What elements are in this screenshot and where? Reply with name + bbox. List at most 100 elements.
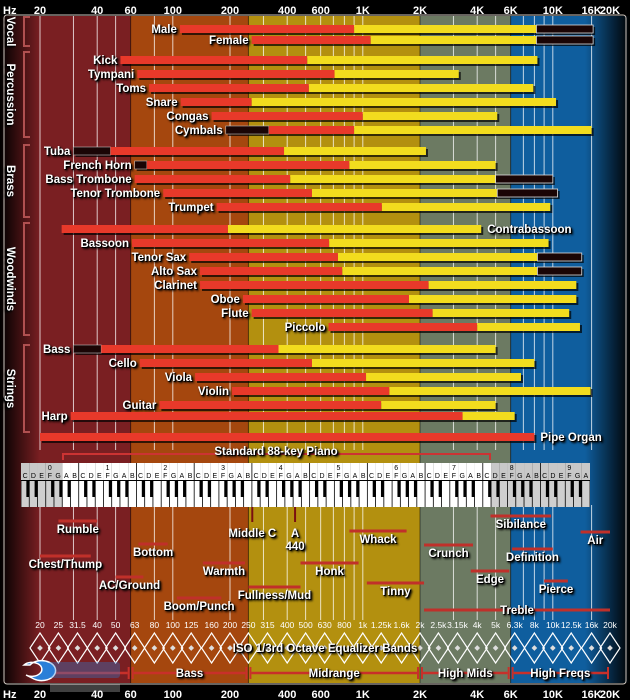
range-label: Bass	[176, 668, 204, 680]
watermark-plate	[48, 662, 120, 678]
piano-header-cell	[293, 463, 302, 480]
black-key	[265, 481, 272, 497]
watermark-logo	[22, 659, 120, 692]
piano-header-cell	[359, 463, 368, 480]
bar-harmonics	[349, 161, 496, 169]
bar-harmonics	[354, 25, 537, 33]
bar-harmonics	[342, 267, 538, 275]
descriptor-line	[366, 581, 425, 585]
piano-header-cell	[144, 463, 153, 480]
axis-tick-label: 10K	[543, 5, 563, 17]
axis-tick-label: 6K	[504, 689, 518, 700]
piano-header-cell	[449, 463, 459, 480]
eq-band-label: 63	[130, 620, 140, 630]
note-label: A	[179, 473, 184, 480]
eq-band-shape	[580, 631, 603, 665]
piano-header-cell	[309, 463, 318, 480]
instrument-row: Tenor Sax	[131, 252, 584, 264]
eq-band-node	[359, 645, 366, 651]
bar-fundamental	[179, 25, 355, 33]
bar-harmonics	[308, 84, 534, 92]
white-key	[549, 481, 557, 507]
note-label: F	[567, 473, 571, 480]
note-label: G	[55, 473, 60, 480]
piano-header-cell	[326, 463, 335, 480]
bar-harmonics	[311, 359, 535, 367]
descriptor-line	[580, 530, 610, 534]
bar-harmonics	[290, 175, 496, 183]
descriptor-line	[512, 547, 553, 551]
white-key	[310, 481, 318, 507]
eq-band-shape	[276, 631, 298, 665]
white-key	[343, 481, 351, 507]
white-key	[359, 481, 367, 507]
piano-header-cell	[350, 463, 360, 480]
eq-band-label: 800	[337, 620, 351, 630]
bar-extended-low	[134, 160, 148, 170]
bar-extended-low	[73, 344, 102, 354]
note-label: A	[468, 473, 473, 480]
black-key	[125, 481, 132, 497]
black-key	[438, 481, 445, 497]
axis-tick-label: 200	[221, 5, 239, 17]
instrument-row: Harp	[41, 411, 517, 423]
eq-band-shape	[542, 631, 564, 665]
instrument-label: Toms	[116, 83, 146, 95]
eq-band-node	[284, 645, 291, 651]
white-key	[318, 481, 326, 507]
descriptor-label: Rumble	[57, 524, 99, 536]
bar-harmonics	[329, 239, 549, 247]
piano-header-cell	[21, 463, 30, 480]
axis-tick-label: 600	[311, 689, 329, 700]
note-label: A	[353, 473, 358, 480]
note-label: B	[361, 473, 366, 480]
bar-fundamental	[251, 309, 433, 317]
black-key	[257, 481, 264, 497]
descriptor-line	[470, 569, 510, 573]
range-label: High Mids	[438, 668, 493, 680]
axis-tick-label: 40	[91, 5, 103, 17]
eq-band-shape	[104, 631, 127, 665]
bar-extended-high	[537, 252, 583, 262]
white-key	[103, 481, 112, 507]
instrument-row: French Horn	[63, 160, 498, 172]
instrument-row: Bassoon	[80, 238, 551, 250]
white-key	[277, 481, 285, 507]
black-key	[281, 481, 288, 497]
white-key	[450, 481, 458, 507]
instrument-row: Tympani	[88, 69, 461, 81]
bar-fundamental	[242, 295, 409, 303]
black-key	[554, 481, 560, 497]
eq-band-node	[321, 645, 328, 651]
white-key	[384, 481, 392, 507]
note-label: E	[443, 473, 448, 480]
black-key	[174, 481, 181, 497]
axis-unit-label: Hz	[3, 5, 17, 17]
black-key	[339, 481, 346, 497]
axis-tick-label: 100	[164, 5, 182, 17]
instrument-label: Cello	[109, 358, 137, 370]
black-key	[183, 481, 189, 497]
bar-fundamental	[134, 175, 291, 183]
eq-band-label: 125	[184, 620, 198, 630]
eq-band-shape	[599, 631, 621, 665]
note-label: G	[517, 473, 522, 480]
descriptor-label: Honk	[315, 566, 344, 578]
note-label: E	[155, 473, 160, 480]
piano-header-cell	[466, 463, 475, 480]
instrument-label: Tuba	[44, 146, 71, 158]
piano-header-cell	[128, 463, 137, 480]
group-label: Vocal	[4, 17, 16, 47]
eq-band-node	[188, 645, 195, 651]
eq-band-label: 630	[318, 620, 332, 630]
eq-band-shape	[219, 631, 241, 665]
instrument-row: Viola	[165, 372, 523, 384]
white-key	[37, 481, 46, 507]
note-label: C	[253, 473, 258, 480]
black-key	[290, 481, 297, 497]
piano-header-cell	[185, 463, 195, 480]
black-key	[488, 481, 494, 497]
axis-tick-label: 16K	[581, 689, 601, 700]
piano-header-cell	[169, 463, 178, 480]
